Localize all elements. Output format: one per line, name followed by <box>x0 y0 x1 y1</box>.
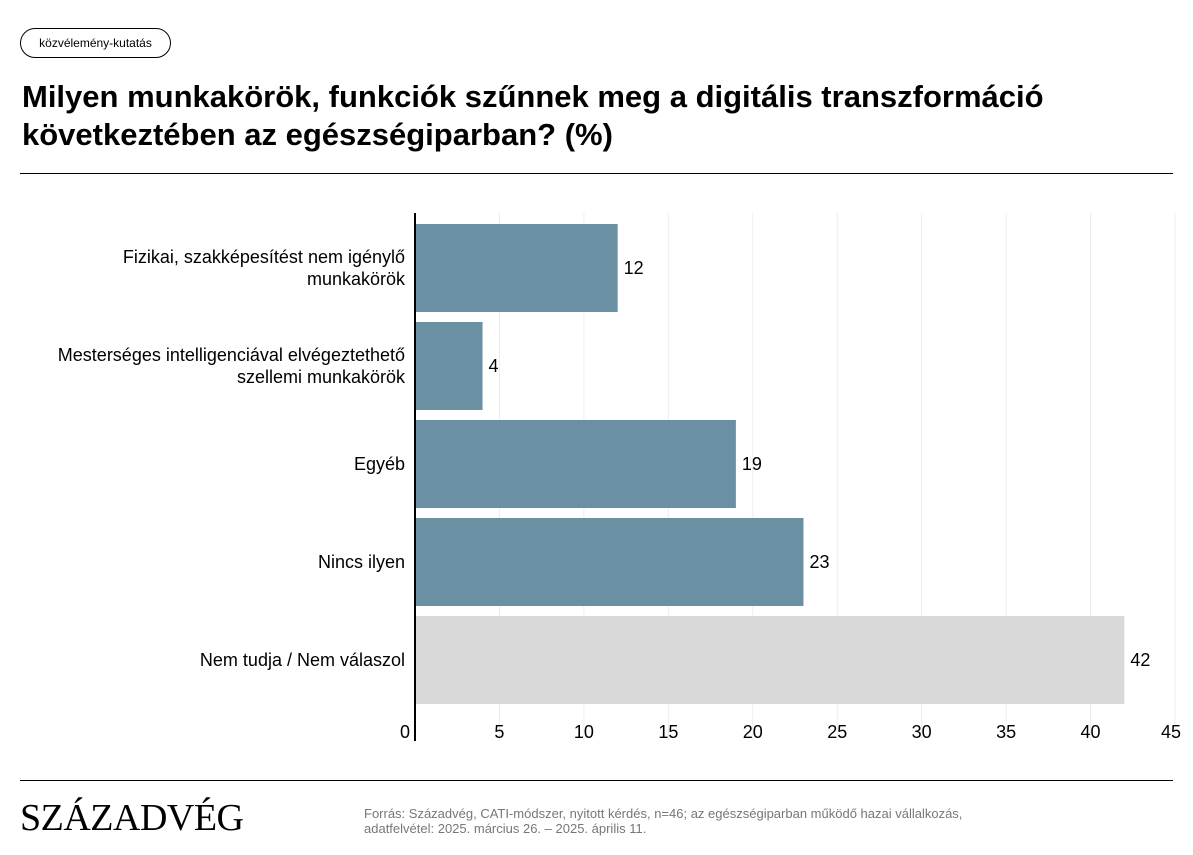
category-label: Nem tudja / Nem válaszol <box>200 650 405 670</box>
value-label: 12 <box>624 258 644 278</box>
value-labels: 12 4 19 23 42 <box>489 258 1151 670</box>
bar <box>415 518 804 606</box>
bars <box>415 224 1125 704</box>
chart-title: Milyen munkakörök, funkciók szűnnek meg … <box>22 78 1172 154</box>
value-label: 19 <box>742 454 762 474</box>
category-label: Fizikai, szakképesítést nem igénylő munka… <box>123 247 406 289</box>
category-label-line: szellemi munkakörök <box>237 367 406 387</box>
x-tick-label: 0 <box>400 722 410 742</box>
category-label: Egyéb <box>354 454 405 474</box>
bar <box>415 616 1125 704</box>
x-axis-ticks: 0 5 10 15 20 25 30 35 40 45 <box>400 722 1181 742</box>
category-label-line: Fizikai, szakképesítést nem igénylő <box>123 247 405 267</box>
value-label: 42 <box>1130 650 1150 670</box>
category-label: Mesterséges intelligenciával elvégezteth… <box>58 345 406 387</box>
bar <box>415 420 736 508</box>
x-tick-label: 5 <box>494 722 504 742</box>
x-tick-label: 30 <box>912 722 932 742</box>
value-label: 4 <box>489 356 499 376</box>
category-label-line: Nincs ilyen <box>318 552 405 572</box>
bottom-divider <box>20 780 1173 781</box>
source-line1: Forrás: Századvég, CATI-módszer, nyitott… <box>364 806 963 821</box>
bar <box>415 322 483 410</box>
bar <box>415 224 618 312</box>
chart-title-line2: következtében az egészségiparban? (%) <box>22 117 613 152</box>
x-tick-label: 10 <box>574 722 594 742</box>
category-label-line: munkakörök <box>307 269 406 289</box>
value-label: 23 <box>809 552 829 572</box>
x-tick-label: 40 <box>1081 722 1101 742</box>
x-tick-label: 45 <box>1161 722 1181 742</box>
category-label-line: Nem tudja / Nem válaszol <box>200 650 405 670</box>
source-line2: adatfelvétel: 2025. március 26. – 2025. … <box>364 821 647 836</box>
x-tick-label: 20 <box>743 722 763 742</box>
bar-chart: Fizikai, szakképesítést nem igénylő munka… <box>58 213 1181 742</box>
category-label-line: Mesterséges intelligenciával elvégezteth… <box>58 345 405 365</box>
x-tick-label: 35 <box>996 722 1016 742</box>
top-divider <box>20 173 1173 174</box>
category-label: Nincs ilyen <box>318 552 405 572</box>
chart-title-line1: Milyen munkakörök, funkciók szűnnek meg … <box>22 79 1044 114</box>
x-tick-label: 15 <box>658 722 678 742</box>
category-label-line: Egyéb <box>354 454 405 474</box>
source-note: Forrás: Századvég, CATI-módszer, nyitott… <box>364 806 962 836</box>
category-labels: Fizikai, szakképesítést nem igénylő munka… <box>58 247 406 670</box>
publisher-logo: SZÁZADVÉG <box>20 797 244 839</box>
category-tag: közvélemény-kutatás <box>20 28 171 58</box>
x-tick-label: 25 <box>827 722 847 742</box>
